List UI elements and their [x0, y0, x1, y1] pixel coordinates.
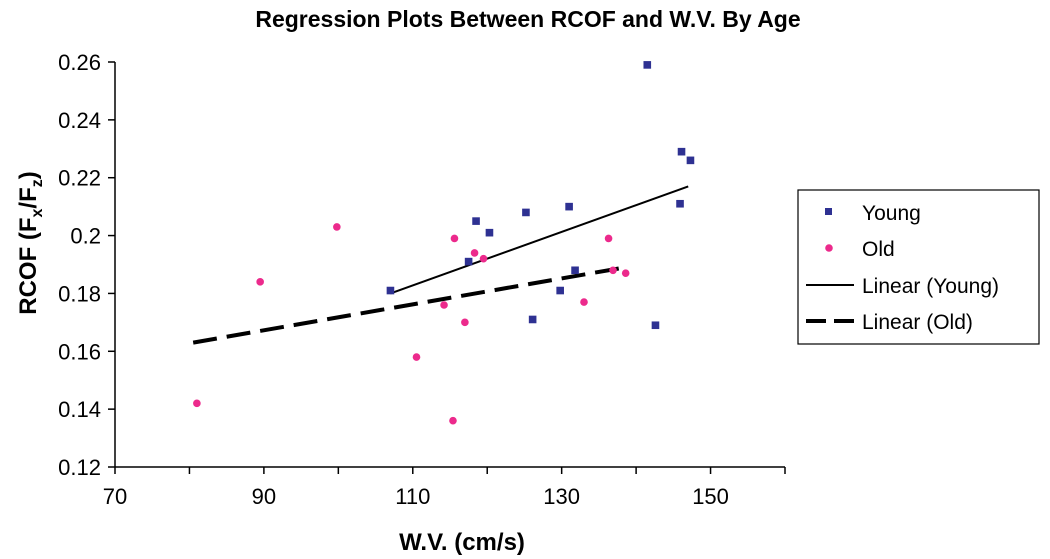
data-point-old [193, 399, 201, 408]
chart-title: Regression Plots Between RCOF and W.V. B… [255, 6, 800, 32]
data-point-old [580, 298, 588, 306]
y-axis-title-main: RCOF (F [15, 217, 42, 314]
data-point-young [676, 199, 684, 208]
y-tick-label: 0.24 [58, 108, 101, 133]
data-point-old [450, 234, 459, 243]
y-axis-title-mid: /F [15, 187, 42, 208]
trendline-old [192, 265, 626, 345]
data-point-old [461, 318, 469, 327]
data-point-young [485, 228, 494, 237]
data-point-old [333, 223, 341, 231]
data-point-young [571, 266, 579, 275]
legend: Young Old Linear (Young) Linear (Old) [797, 189, 1040, 345]
data-point-old [470, 249, 479, 257]
y-tick-label: 0.14 [58, 397, 101, 422]
x-tick-label: 130 [543, 484, 580, 509]
y-tick-label: 0.16 [58, 339, 101, 364]
data-point-old [479, 254, 488, 263]
data-point-young [556, 286, 564, 295]
data-point-young [464, 257, 473, 266]
data-point-young [643, 61, 652, 69]
x-tick-label: 110 [395, 484, 430, 509]
trendlines [192, 185, 689, 345]
y-tick-label: 0.18 [58, 281, 101, 306]
data-point-old [449, 416, 457, 425]
data-point-young [651, 321, 660, 330]
data-point-old [621, 269, 630, 277]
x-axis-title: W.V. (cm/s) [399, 529, 525, 556]
data-point-old [609, 266, 617, 275]
legend-label-old: Old [862, 238, 895, 261]
data-point-young [686, 156, 695, 165]
x-tick-label: 70 [103, 484, 127, 509]
legend-marker-old [825, 244, 833, 252]
data-point-young [565, 202, 573, 211]
y-ticks: 0.12 0.14 0.16 0.18 0.2 0.22 0.24 0.26 [58, 50, 115, 480]
y-axis-title-sub-z: z [29, 179, 46, 187]
data-point-young [472, 217, 480, 225]
plot-area: 0.12 0.14 0.16 0.18 0.2 0.22 0.24 0.26 70 90 110 1… [58, 50, 786, 509]
legend-label-young: Young [862, 202, 921, 225]
data-point-old [256, 278, 264, 286]
x-ticks: 70 90 110 130 150 [103, 467, 786, 509]
legend-label-linear-old: Linear (Old) [862, 311, 973, 334]
y-axis-title: RCOF (Fx/Fz) [15, 171, 46, 315]
data-point-old [604, 234, 613, 243]
y-tick-label: 0.26 [58, 50, 101, 75]
data-points [193, 61, 695, 425]
y-tick-label: 0.2 [70, 224, 101, 249]
y-axis-title-sub-x: x [29, 208, 46, 217]
data-point-old [412, 353, 421, 361]
data-point-young [522, 208, 530, 217]
legend-label-linear-young: Linear (Young) [862, 275, 999, 298]
x-tick-label: 150 [692, 484, 729, 509]
legend-box [797, 189, 1040, 345]
y-tick-label: 0.22 [58, 166, 101, 191]
data-point-young [386, 286, 395, 295]
x-tick-label: 90 [252, 484, 276, 509]
y-tick-label: 0.12 [58, 455, 101, 480]
legend-marker-young [825, 208, 832, 215]
trendline-young [390, 185, 689, 295]
data-point-young [677, 147, 686, 156]
y-axis-title-end: ) [15, 171, 42, 179]
data-point-young [528, 315, 537, 324]
data-point-old [440, 301, 448, 309]
